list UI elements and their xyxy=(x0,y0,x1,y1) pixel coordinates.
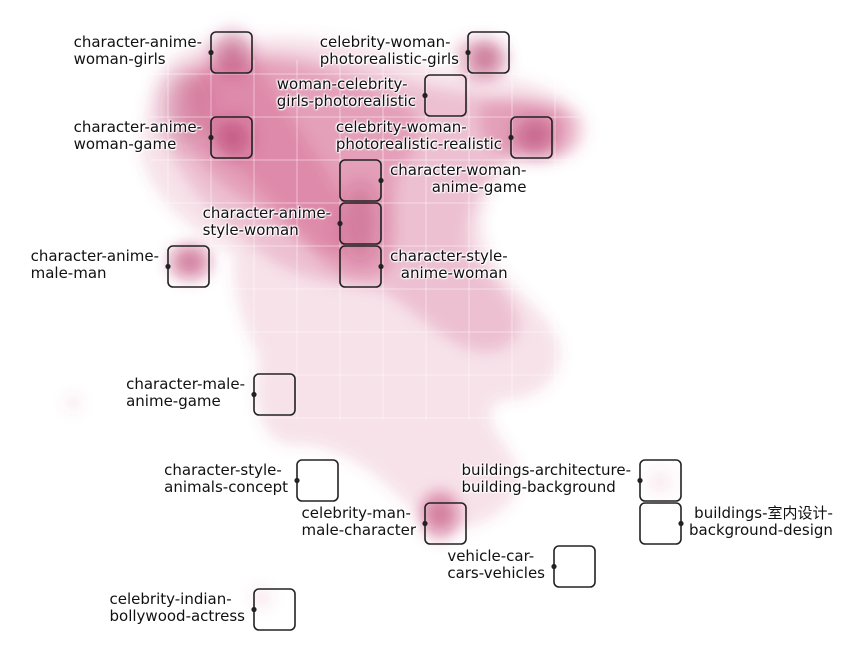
cluster-label-c3: woman-celebrity-girls-photorealistic xyxy=(277,76,416,110)
cluster-anchor-dot xyxy=(165,263,171,270)
cluster-anchor-dot xyxy=(422,520,428,527)
cluster-label-line: buildings-室内设计- xyxy=(694,504,833,522)
hotspot-male-man xyxy=(176,250,204,274)
cluster-label-line: character-anime- xyxy=(30,247,159,265)
cluster-label-line: anime-game xyxy=(431,178,527,196)
cluster-label-c7: character-anime-style-woman xyxy=(203,205,331,239)
hotspot-anime-style-woman xyxy=(342,182,378,262)
cluster-label-line: style-woman xyxy=(202,221,299,239)
cluster-label-line: woman-girls xyxy=(73,50,166,68)
cluster-label-line: character-style- xyxy=(390,247,508,265)
cluster-label-line: anime-game xyxy=(126,392,221,410)
cluster-anchor-dot xyxy=(378,263,384,270)
cluster-label-line: male-man xyxy=(30,264,107,282)
cluster-label-line: buildings-architecture- xyxy=(461,461,631,479)
hotspot-photorealistic-girls xyxy=(469,42,501,74)
cluster-label-line: woman-game xyxy=(73,135,177,153)
cluster-label-line: animals-concept xyxy=(164,478,288,496)
density-blob-buildings xyxy=(646,470,674,494)
cluster-label-c12: buildings-architecture-building-backgrou… xyxy=(462,462,631,496)
cluster-tile-c14[interactable] xyxy=(639,502,682,545)
cluster-label-line: girls-photorealistic xyxy=(276,92,416,110)
cluster-tile-c11[interactable] xyxy=(296,459,339,502)
cluster-anchor-dot xyxy=(551,563,557,570)
cluster-label-line: character-anime- xyxy=(73,118,202,136)
cluster-label-c4: character-anime-woman-game xyxy=(74,119,202,153)
cluster-label-c6: character-woman-anime-game xyxy=(390,162,526,196)
density-hotspots xyxy=(160,32,555,529)
density-region-core xyxy=(193,61,347,254)
cluster-label-line: photorealistic-girls xyxy=(319,50,459,68)
cluster-anchor-dot xyxy=(294,477,300,484)
density-blob-indian xyxy=(252,588,272,608)
cluster-anchor-dot xyxy=(422,92,428,99)
cluster-label-c1: character-anime-woman-girls xyxy=(74,34,202,68)
cluster-label-c13: celebrity-man-male-character xyxy=(302,505,416,539)
cluster-label-line: character-male- xyxy=(126,375,245,393)
cluster-label-line: character-anime- xyxy=(73,33,202,51)
cluster-anchor-dot xyxy=(251,391,257,398)
cluster-label-line: vehicle-car- xyxy=(447,547,535,565)
cluster-label-line: building-background xyxy=(461,478,616,496)
cluster-anchor-dot xyxy=(208,49,214,56)
cluster-label-line: celebrity-indian- xyxy=(109,590,232,608)
cluster-label-line: cars-vehicles xyxy=(447,564,545,582)
cluster-label-line: character-style- xyxy=(164,461,282,479)
cluster-label-c14: buildings-室内设计-background-design xyxy=(689,505,833,539)
cluster-label-line: celebrity-man- xyxy=(301,504,411,522)
cluster-label-line: woman-celebrity- xyxy=(276,75,408,93)
cluster-label-c8: character-anime-male-man xyxy=(31,248,159,282)
density-blob-left xyxy=(65,396,81,410)
hotspot-anime-woman-game xyxy=(214,120,250,156)
cluster-label-c10: character-male-anime-game xyxy=(126,376,245,410)
cluster-anchor-dot xyxy=(508,134,514,141)
cluster-label-line: male-character xyxy=(301,521,416,539)
cluster-anchor-dot xyxy=(465,49,471,56)
cluster-label-line: character-anime- xyxy=(202,204,331,222)
cluster-label-line: background-design xyxy=(689,521,833,539)
cluster-anchor-dot xyxy=(251,606,257,613)
cluster-anchor-dot xyxy=(678,520,684,527)
cluster-label-c5: celebrity-woman-photorealistic-realistic xyxy=(336,119,502,153)
cluster-anchor-dot xyxy=(378,177,384,184)
hotspot-left-mass xyxy=(160,70,210,150)
cluster-label-line: bollywood-actress xyxy=(109,607,245,625)
cluster-anchor-dot xyxy=(208,134,214,141)
hotspot-celebrity-man xyxy=(428,501,452,529)
cluster-anchor-dot xyxy=(637,477,643,484)
cluster-label-line: anime-woman xyxy=(400,264,508,282)
cluster-label-c16: celebrity-indian-bollywood-actress xyxy=(110,591,245,625)
hotspot-anime-woman-girls xyxy=(214,32,250,72)
cluster-label-line: character-woman- xyxy=(390,161,527,179)
cluster-label-line: celebrity-woman- xyxy=(319,33,451,51)
cluster-anchor-dot xyxy=(337,220,343,227)
cluster-label-c9: character-style-anime-woman xyxy=(390,248,508,282)
cluster-label-c2: celebrity-woman-photorealistic-girls xyxy=(320,34,459,68)
cluster-tile-c15[interactable] xyxy=(553,545,596,588)
cluster-label-line: photorealistic-realistic xyxy=(335,135,502,153)
hotspot-photorealistic-realistic xyxy=(515,118,555,154)
cluster-tiles xyxy=(165,31,684,631)
cluster-label-line: celebrity-woman- xyxy=(335,118,467,136)
cluster-label-c15: vehicle-car-cars-vehicles xyxy=(447,548,545,582)
cluster-label-c11: character-style-animals-concept xyxy=(164,462,288,496)
